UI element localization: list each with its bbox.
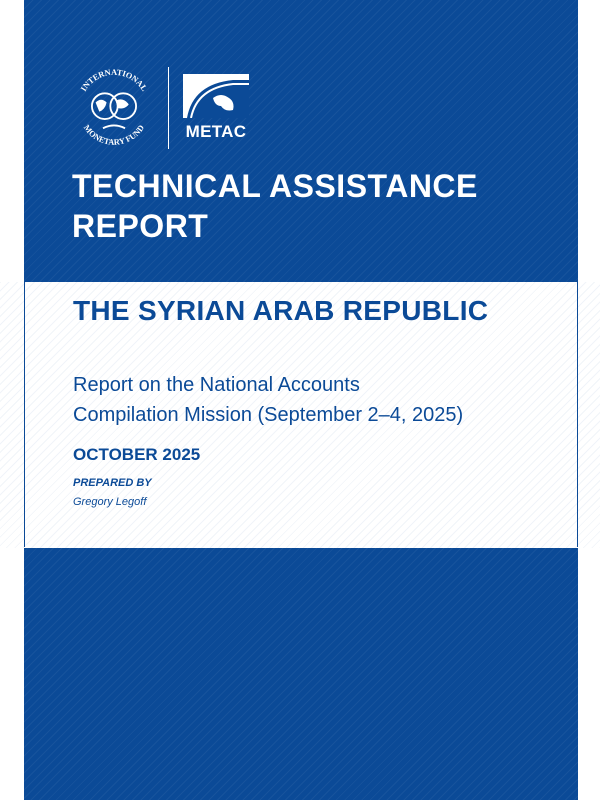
metac-wordmark: METAC [185, 122, 247, 141]
title-line-2: REPORT [72, 208, 209, 244]
author-name: Gregory Legoff [73, 496, 147, 508]
metac-logo: METAC [181, 74, 251, 142]
logo-group: INTERNATIONAL MONETARY FUND METAC [68, 60, 251, 156]
subtitle-line-2: Compilation Mission (September 2–4, 2025… [73, 404, 464, 426]
title-line-1: TECHNICAL ASSISTANCE [72, 168, 478, 204]
metac-globe-icon [183, 74, 249, 118]
imf-seal-icon: INTERNATIONAL MONETARY FUND [79, 68, 149, 147]
svg-text:INTERNATIONAL: INTERNATIONAL [79, 68, 149, 93]
logo-divider [168, 67, 169, 149]
country-title: THE SYRIAN ARAB REPUBLIC [73, 295, 489, 326]
cover-white-band [0, 282, 600, 548]
subtitle-line-1: Report on the National Accounts [73, 374, 360, 396]
band-outline [24, 282, 578, 547]
report-subtitle: Report on the National Accounts Compilat… [73, 370, 463, 430]
prepared-by-label: PREPARED BY [73, 477, 152, 489]
report-date: OCTOBER 2025 [73, 445, 201, 464]
svg-text:MONETARY FUND: MONETARY FUND [82, 123, 146, 147]
report-type-title: TECHNICAL ASSISTANCE REPORT [72, 166, 478, 246]
